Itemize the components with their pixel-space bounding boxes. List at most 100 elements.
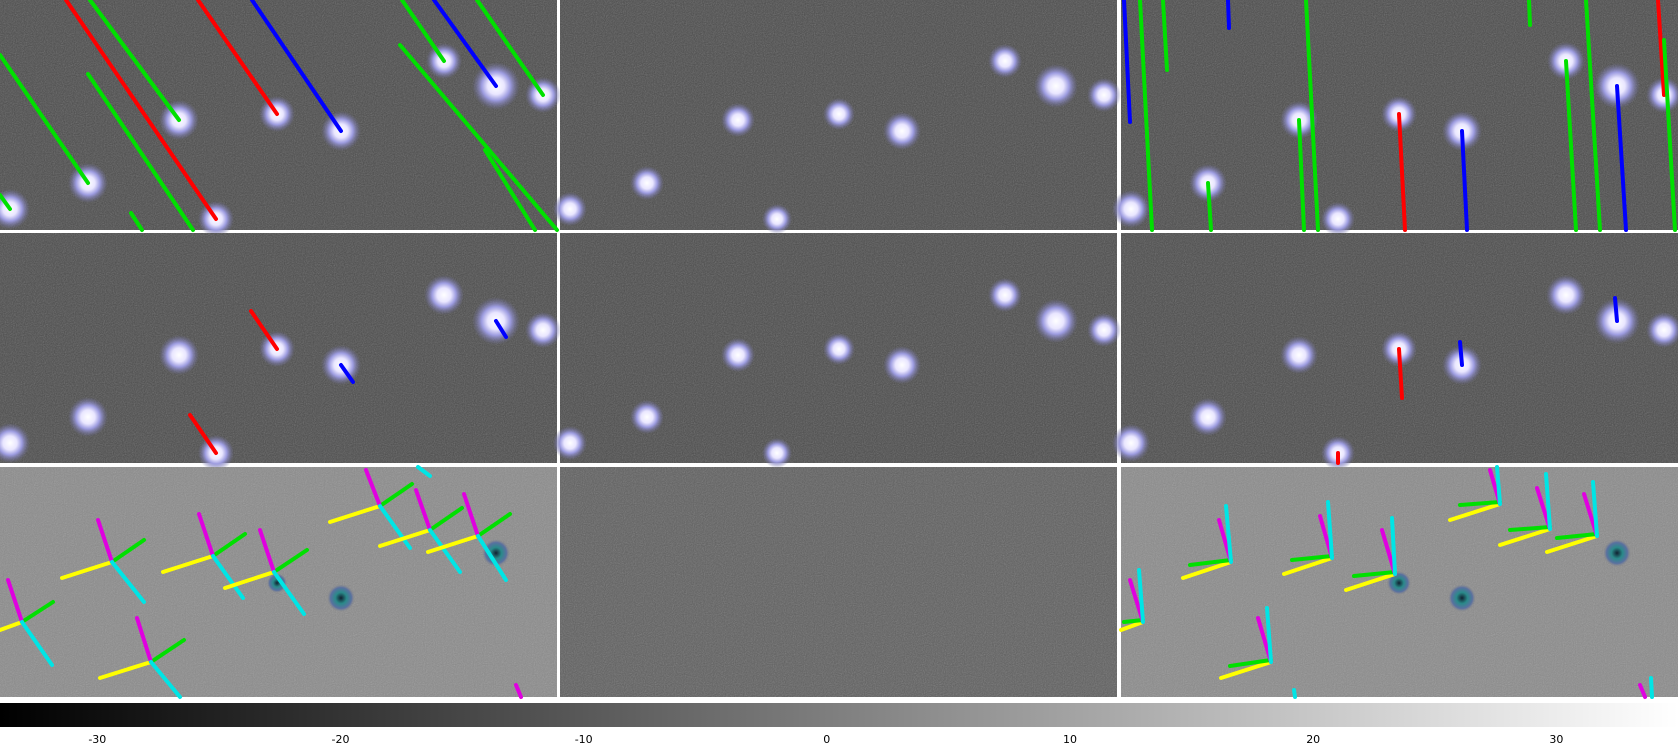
magenta-axis — [364, 468, 382, 508]
yellow-axis — [328, 504, 382, 524]
yellow-axis — [60, 560, 114, 580]
colorbar-tick-label: 0 — [823, 733, 830, 746]
yellow-axis — [0, 620, 24, 632]
star — [883, 346, 921, 384]
green-vector — [475, 0, 545, 97]
yellow-axis — [98, 660, 153, 680]
green-axis — [1508, 525, 1552, 532]
green-vector — [1161, 0, 1169, 72]
blue-vector — [432, 0, 498, 88]
colorbar-tick-label: 30 — [1549, 733, 1563, 746]
yellow-axis — [1498, 527, 1552, 547]
residual-blob — [327, 584, 355, 612]
yellow-axis — [378, 528, 432, 548]
green-vector — [400, 0, 446, 63]
green-axis — [110, 538, 146, 564]
red-vector — [64, 0, 218, 221]
blue-vector — [1122, 0, 1132, 124]
star — [159, 335, 199, 375]
green-axis — [272, 548, 309, 574]
magenta-axis — [96, 518, 114, 564]
blue-vector — [1615, 84, 1628, 232]
star — [630, 166, 664, 200]
green-vector — [1662, 38, 1677, 232]
star — [630, 400, 664, 434]
panel-7-axes — [0, 465, 523, 699]
cyan-axis — [1649, 676, 1654, 699]
cyan-axis — [378, 504, 412, 550]
blue-vector — [339, 363, 355, 384]
cyan-axis — [1137, 568, 1145, 624]
star — [1189, 398, 1227, 436]
blue-vector — [1226, 0, 1231, 30]
panel-2-stars — [553, 44, 1121, 234]
magenta-axis — [462, 492, 480, 538]
green-vector — [1206, 181, 1213, 232]
yellow-axis — [1448, 502, 1502, 522]
residual-blob — [267, 573, 287, 593]
star — [883, 112, 921, 150]
green-axis — [1555, 532, 1599, 540]
blue-vector — [494, 319, 508, 339]
red-vector — [196, 0, 279, 116]
magenta-axis — [514, 683, 523, 699]
star — [823, 333, 855, 365]
red-vector — [1656, 0, 1666, 97]
star — [1087, 313, 1121, 347]
green-vector — [0, 193, 12, 211]
green-axis — [428, 506, 464, 532]
panel-3-vectors — [1122, 0, 1677, 232]
star — [553, 426, 587, 460]
star — [1280, 336, 1318, 374]
green-axis — [149, 638, 186, 664]
green-vector — [1564, 59, 1578, 232]
panel-5 — [553, 233, 1121, 468]
panel-8-noise — [560, 467, 1117, 697]
star — [988, 44, 1022, 78]
green-axis — [1122, 618, 1145, 624]
star — [988, 278, 1022, 312]
colorbar-ticks: -30 -20 -10 0 10 20 30 — [88, 733, 1563, 746]
yellow-axis — [1344, 572, 1397, 592]
magenta-axis — [414, 488, 432, 532]
red-vector — [249, 309, 279, 351]
star — [721, 103, 755, 137]
green-axis — [1352, 570, 1397, 578]
star — [1546, 275, 1586, 315]
magenta-axis — [135, 616, 153, 664]
yellow-axis — [1181, 560, 1233, 580]
green-vector — [483, 148, 537, 232]
yellow-axis — [1545, 534, 1599, 554]
star — [424, 275, 464, 315]
star — [823, 98, 855, 130]
panel-8 — [560, 467, 1117, 697]
green-axis — [211, 532, 247, 558]
cyan-axis — [211, 554, 245, 600]
cyan-axis — [20, 620, 54, 667]
star — [1034, 64, 1078, 108]
star — [0, 423, 30, 463]
residual-blob — [1603, 539, 1631, 567]
magenta-axis — [197, 512, 215, 558]
green-vector — [88, 0, 181, 122]
panel-4-vectors — [188, 309, 508, 455]
cyan-axis — [1292, 688, 1297, 699]
magenta-axis — [6, 578, 24, 624]
yellow-axis — [223, 570, 276, 590]
blue-vector — [1613, 296, 1619, 323]
green-vector — [0, 53, 90, 185]
blue-vector — [1460, 129, 1469, 232]
star — [1112, 190, 1150, 228]
cyan-axis — [110, 560, 146, 604]
magenta-axis — [258, 528, 276, 574]
colorbar-tick-label: 20 — [1306, 733, 1320, 746]
star — [68, 397, 108, 437]
yellow-axis — [1119, 620, 1145, 632]
star — [762, 438, 792, 468]
green-vector — [86, 72, 195, 232]
star — [1112, 424, 1150, 462]
cyan-axis — [1265, 606, 1273, 664]
star — [721, 338, 755, 372]
red-vector — [1397, 347, 1404, 400]
